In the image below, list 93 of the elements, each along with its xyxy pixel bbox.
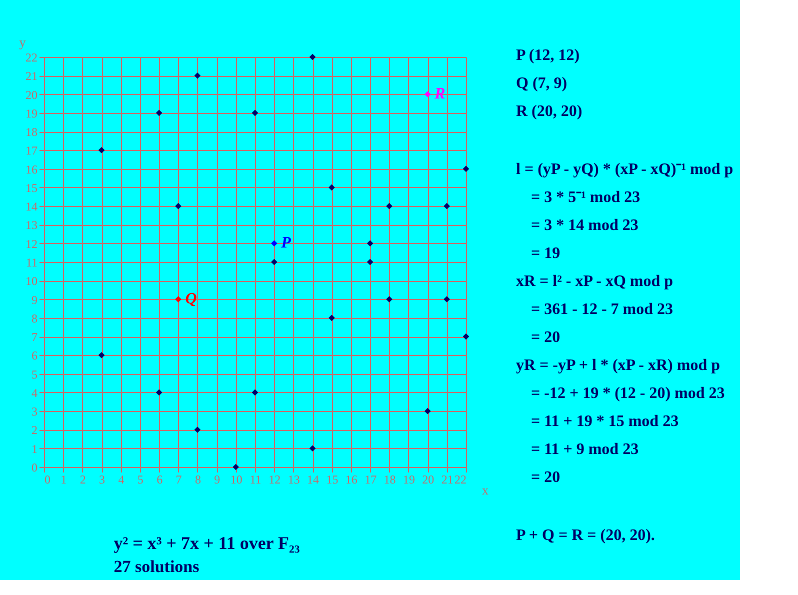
y-tick-label: 13 bbox=[26, 218, 38, 232]
text: = 3 * 14 mod 23 bbox=[531, 217, 638, 234]
y-tick-label: 17 bbox=[26, 144, 38, 158]
x-tick-label: 15 bbox=[326, 472, 338, 486]
point bbox=[309, 54, 316, 60]
point bbox=[424, 91, 431, 98]
point bbox=[444, 296, 450, 302]
y-tick-label: 4 bbox=[32, 386, 38, 400]
point bbox=[232, 464, 239, 470]
point bbox=[271, 240, 278, 247]
text: = 361 - 12 - 7 mod 23 bbox=[531, 301, 673, 318]
x-tick-label: 5 bbox=[137, 472, 144, 486]
point bbox=[194, 426, 201, 433]
text: P (12, 12) bbox=[516, 47, 580, 64]
point bbox=[366, 258, 374, 266]
y-tick-label: 12 bbox=[26, 236, 38, 251]
y-tick-label: 14 bbox=[26, 200, 38, 214]
point bbox=[462, 333, 470, 340]
point bbox=[252, 110, 258, 116]
text: l = (yP - yQ) * (xP - xQ)⁻¹ mod p bbox=[516, 161, 734, 178]
y-tick-label: 6 bbox=[32, 348, 38, 363]
text: R (20, 20) bbox=[516, 103, 582, 120]
text: 27 solutions bbox=[114, 557, 200, 576]
x-tick-label: 8 bbox=[194, 472, 201, 486]
point bbox=[444, 202, 450, 210]
text: = 3 * 5⁻¹ mod 23 bbox=[531, 189, 640, 206]
x-tick-label: 1 bbox=[60, 472, 67, 486]
x-tick-label: 4 bbox=[118, 472, 124, 486]
point bbox=[462, 166, 470, 172]
text: = 11 + 19 * 15 mod 23 bbox=[531, 413, 679, 430]
point bbox=[252, 389, 258, 396]
y-tick-label: 8 bbox=[32, 311, 38, 326]
x-tick-label: 10 bbox=[230, 472, 242, 486]
x-tick-label: 16 bbox=[345, 472, 358, 486]
text: = -12 + 19 * (12 - 20) mod 23 bbox=[531, 385, 725, 402]
y-tick-label: 3 bbox=[32, 404, 38, 419]
y-axis-title: y bbox=[19, 34, 26, 50]
point bbox=[98, 352, 105, 358]
x-tick-label: 2 bbox=[80, 472, 86, 486]
point bbox=[328, 184, 335, 191]
point bbox=[386, 202, 392, 210]
y-tick-label: 1 bbox=[32, 442, 38, 456]
x-tick-label: 17 bbox=[364, 472, 377, 486]
point bbox=[98, 147, 105, 154]
x-tick-label: 7 bbox=[176, 472, 182, 486]
point bbox=[156, 389, 162, 396]
point bbox=[175, 202, 182, 210]
point bbox=[386, 296, 392, 302]
y-tick-label: 21 bbox=[26, 69, 38, 84]
x-tick-label: 20 bbox=[422, 472, 434, 486]
x-tick-label: 0 bbox=[44, 472, 50, 486]
y-tick-label: 7 bbox=[32, 330, 38, 344]
x-tick-label: 19 bbox=[402, 472, 415, 486]
y-tick-label: 10 bbox=[26, 274, 38, 288]
point bbox=[424, 408, 431, 414]
text: = 20 bbox=[531, 469, 560, 486]
point bbox=[309, 445, 316, 452]
text: = 11 + 9 mod 23 bbox=[531, 441, 639, 458]
y-tick-label: 18 bbox=[26, 125, 38, 140]
text: = 20 bbox=[531, 329, 560, 346]
point bbox=[366, 240, 374, 247]
x-tick-label: 21 bbox=[441, 472, 454, 486]
x-tick-label: 6 bbox=[156, 472, 163, 486]
text: P + Q = R = (20, 20). bbox=[516, 527, 655, 544]
x-tick-label: 22 bbox=[454, 472, 466, 486]
point bbox=[175, 296, 182, 302]
x-tick-label: 12 bbox=[268, 472, 281, 486]
y-tick-label: 9 bbox=[32, 292, 38, 307]
text: y² = x³ + 7x + 11 over F₂₃ bbox=[114, 533, 300, 553]
point bbox=[271, 258, 278, 266]
x-tick-label: 11 bbox=[250, 472, 262, 486]
text: yR = -yP + l * (xP - xR) mod p bbox=[516, 357, 720, 374]
point bbox=[156, 110, 162, 116]
x-tick-label: 9 bbox=[214, 472, 220, 486]
y-tick-label: 16 bbox=[26, 162, 38, 176]
x-tick-label: 3 bbox=[99, 472, 106, 486]
text: xR = l² - xP - xQ mod p bbox=[516, 273, 674, 290]
y-tick-label: 19 bbox=[26, 106, 38, 120]
y-tick-label: 15 bbox=[26, 180, 38, 195]
point bbox=[328, 314, 335, 322]
y-tick-label: 11 bbox=[26, 256, 38, 270]
x-axis-title: x bbox=[482, 482, 489, 498]
x-tick-label: 13 bbox=[288, 472, 300, 486]
y-tick-label: 0 bbox=[32, 460, 38, 474]
y-tick-label: 22 bbox=[26, 50, 38, 64]
y-tick-label: 2 bbox=[32, 423, 38, 438]
x-tick-label: 14 bbox=[307, 472, 320, 486]
text: Q (7, 9) bbox=[516, 75, 568, 92]
x-tick-label: 18 bbox=[384, 472, 396, 486]
y-tick-label: 5 bbox=[32, 367, 38, 382]
text: = 19 bbox=[531, 245, 560, 262]
point bbox=[194, 72, 201, 79]
y-tick-label: 20 bbox=[26, 88, 38, 102]
